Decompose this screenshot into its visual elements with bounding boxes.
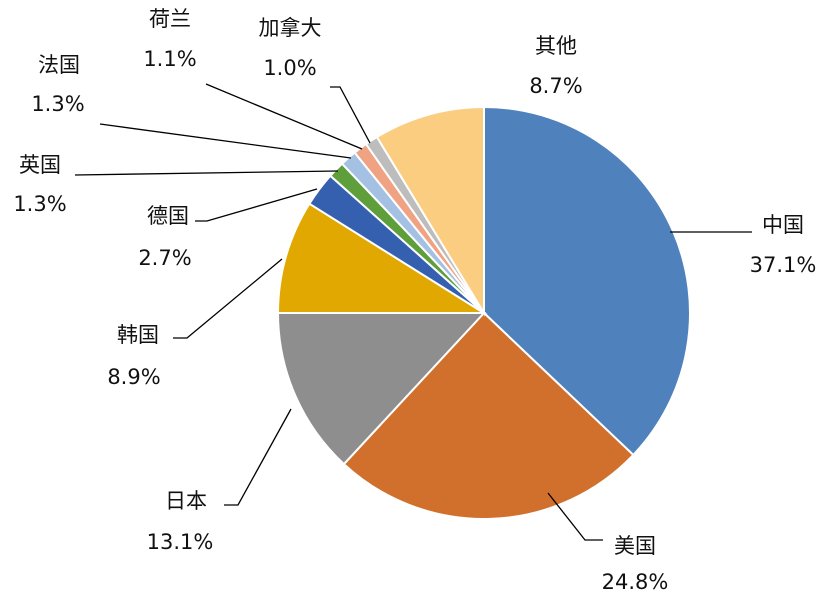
slice-value-label-8: 1.1% <box>143 47 196 71</box>
slice-name-label-10: 其他 <box>535 34 577 58</box>
slice-value-label-9: 1.0% <box>263 56 316 80</box>
slice-name-label-7: 法国 <box>38 53 80 77</box>
slice-value-label-7: 1.3% <box>31 92 84 116</box>
slice-value-label-10: 8.7% <box>529 74 582 98</box>
slice-value-label-5: 2.7% <box>138 246 191 270</box>
slice-name-label-6: 英国 <box>19 153 61 177</box>
pie-slice-3 <box>276 312 487 466</box>
leader-line-4 <box>173 258 283 339</box>
slice-value-label-1: 37.1% <box>750 253 817 277</box>
slice-value-label-6: 1.3% <box>13 192 66 216</box>
leader-line-6 <box>74 170 339 176</box>
slice-value-label-2: 24.8% <box>602 570 669 594</box>
leader-line-5 <box>195 188 318 222</box>
leader-line-3 <box>224 408 292 506</box>
slice-name-label-4: 韩国 <box>117 323 159 347</box>
slice-name-label-5: 德国 <box>147 204 189 228</box>
slice-name-label-3: 日本 <box>165 489 207 513</box>
leader-line-8 <box>205 83 363 150</box>
leader-line-2 <box>547 492 603 541</box>
leader-line-7 <box>99 123 352 159</box>
slice-value-label-3: 13.1% <box>147 530 214 554</box>
slice-name-label-2: 美国 <box>614 534 656 558</box>
pie-slice-2 <box>342 311 635 521</box>
pie-slice-10 <box>375 105 485 317</box>
labels-layer: 中国 37.1% 美国 24.8% 日本 13.1% 韩国 8.9% 德国 2.7% 英国 1.3% 法… <box>13 7 816 594</box>
slices-layer <box>276 105 691 521</box>
slice-name-label-8: 荷兰 <box>149 7 191 31</box>
leader-line-9 <box>330 86 371 144</box>
leaders-layer <box>74 83 752 541</box>
slice-value-label-4: 8.9% <box>107 365 160 389</box>
pie-slice-4 <box>276 202 488 314</box>
slice-name-label-1: 中国 <box>762 213 804 237</box>
slice-name-label-9: 加拿大 <box>259 16 322 40</box>
